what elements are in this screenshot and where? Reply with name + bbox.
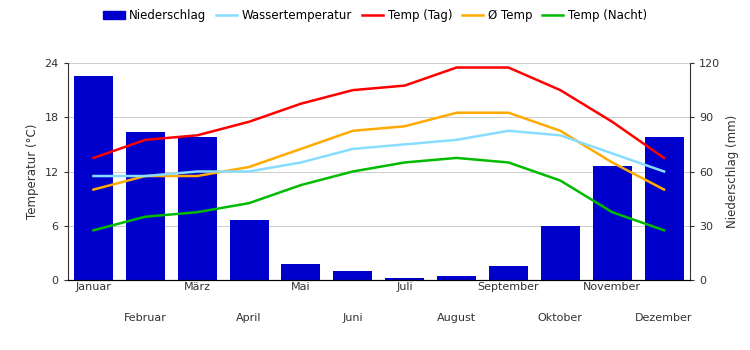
Text: November: November: [584, 282, 641, 292]
Bar: [386, 278, 424, 280]
Bar: [644, 137, 683, 280]
Text: Dezember: Dezember: [635, 313, 693, 323]
Bar: [489, 266, 528, 280]
Bar: [437, 276, 476, 280]
Legend: Niederschlag, Wassertemperatur, Temp (Tag), Ø Temp, Temp (Nacht): Niederschlag, Wassertemperatur, Temp (Ta…: [104, 9, 646, 22]
Bar: [333, 271, 372, 280]
Bar: [230, 220, 268, 280]
Bar: [178, 137, 217, 280]
Y-axis label: Temperatur (°C): Temperatur (°C): [26, 124, 39, 219]
Bar: [281, 264, 320, 280]
Y-axis label: Niederschlag (mm): Niederschlag (mm): [726, 115, 739, 228]
Text: Juli: Juli: [396, 282, 413, 292]
Text: April: April: [236, 313, 262, 323]
Text: September: September: [478, 282, 539, 292]
Bar: [541, 226, 580, 280]
Bar: [126, 132, 165, 280]
Text: August: August: [437, 313, 476, 323]
Text: Februar: Februar: [124, 313, 166, 323]
Bar: [592, 166, 632, 280]
Text: Mai: Mai: [291, 282, 310, 292]
Text: Oktober: Oktober: [538, 313, 583, 323]
Bar: [74, 76, 113, 280]
Text: März: März: [184, 282, 211, 292]
Text: Juni: Juni: [343, 313, 363, 323]
Text: Januar: Januar: [76, 282, 111, 292]
